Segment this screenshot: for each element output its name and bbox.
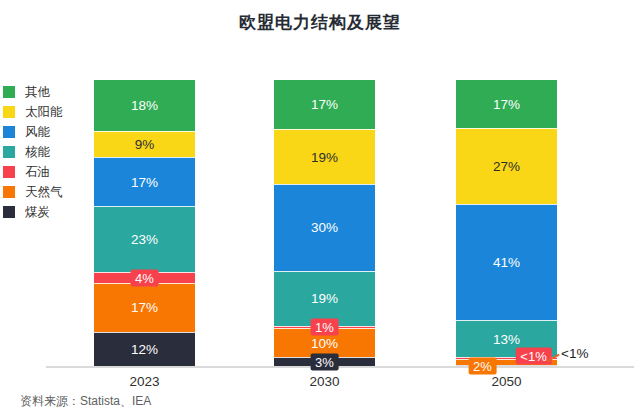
- segment-太阳能-2050: 27%: [456, 128, 557, 204]
- segment-label: 30%: [274, 185, 375, 271]
- segment-label: 17%: [456, 80, 557, 128]
- plot-area: 18%9%17%23%4%17%12%202317%19%30%19%1%10%…: [0, 0, 640, 418]
- segment-label: 19%: [274, 130, 375, 184]
- segment-label: 23%: [94, 207, 195, 272]
- stacked-bar-2050: 17%27%41%13%<1%2%: [456, 80, 557, 366]
- segment-太阳能-2023: 9%: [94, 131, 195, 157]
- segment-label: 12%: [94, 333, 195, 366]
- segment-石油-2023: 4%: [94, 272, 195, 283]
- x-axis-label-2030: 2030: [274, 374, 375, 389]
- segment-label: 9%: [94, 132, 195, 157]
- segment-太阳能-2030: 19%: [274, 129, 375, 184]
- segment-label: 41%: [456, 205, 557, 320]
- segment-badge-label: <1%: [515, 348, 551, 365]
- segment-label: 17%: [94, 284, 195, 332]
- stacked-bar-2023: 18%9%17%23%4%17%12%: [94, 80, 195, 366]
- segment-核能-2030: 19%: [274, 271, 375, 326]
- segment-badge-label: 3%: [310, 354, 339, 371]
- x-axis-label-2023: 2023: [94, 374, 195, 389]
- segment-label: 17%: [274, 80, 375, 129]
- segment-天然气-2023: 17%: [94, 283, 195, 332]
- segment-label: 27%: [456, 129, 557, 204]
- segment-风能-2030: 30%: [274, 184, 375, 271]
- segment-badge-label: 2%: [468, 358, 497, 375]
- segment-风能-2050: 41%: [456, 204, 557, 320]
- segment-badge-label: 4%: [130, 269, 159, 286]
- source-note: 资料来源：Statista、IEA: [20, 393, 151, 410]
- segment-风能-2023: 17%: [94, 157, 195, 206]
- segment-其他-2030: 17%: [274, 80, 375, 129]
- coal-2050-annotation: <1%: [561, 346, 588, 361]
- segment-煤炭-2023: 12%: [94, 332, 195, 366]
- segment-badge-label: 1%: [310, 319, 339, 336]
- segment-label: 18%: [94, 80, 195, 131]
- segment-核能-2023: 23%: [94, 206, 195, 272]
- x-axis-label-2050: 2050: [456, 374, 557, 389]
- segment-label: 19%: [274, 272, 375, 326]
- segment-其他-2050: 17%: [456, 80, 557, 128]
- segment-其他-2023: 18%: [94, 80, 195, 131]
- stacked-bar-2030: 17%19%30%19%1%10%3%: [274, 80, 375, 366]
- segment-煤炭-2030: 3%: [274, 357, 375, 366]
- x-axis-line: [46, 366, 634, 368]
- segment-label: 17%: [94, 158, 195, 206]
